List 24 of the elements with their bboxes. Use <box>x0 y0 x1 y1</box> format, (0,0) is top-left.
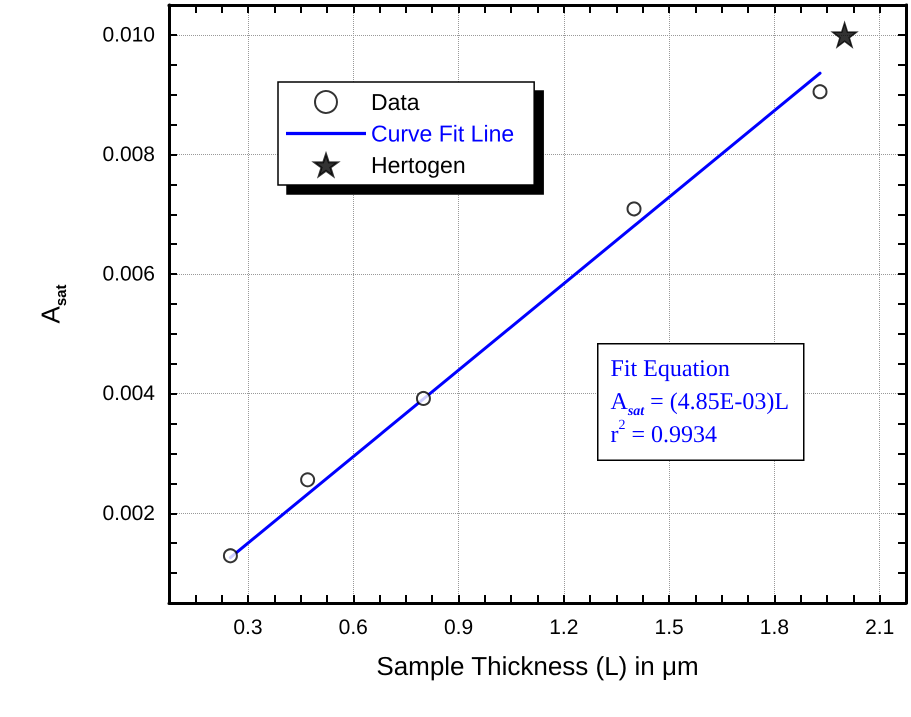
x-tick-label: 0.6 <box>338 616 368 639</box>
point <box>832 22 858 48</box>
legend-label: Hertogen <box>371 152 466 178</box>
legend-label: Curve Fit Line <box>371 120 514 146</box>
x-tick-label: 1.8 <box>760 616 789 639</box>
point <box>626 201 642 216</box>
annotation: Fit Equation <box>610 356 730 382</box>
point <box>812 84 828 100</box>
legend-label: Data <box>371 89 420 115</box>
point <box>222 548 238 564</box>
x-tick-label: 0.3 <box>233 616 263 639</box>
y-tick-label: 0.006 <box>102 262 155 286</box>
x-tick-label: 2.1 <box>865 616 894 639</box>
x-tick-label: 1.5 <box>654 616 684 639</box>
x-axis-title: Sample Thickness (L) in μm <box>376 651 699 681</box>
y-tick-label: 0.004 <box>102 382 156 406</box>
x-tick-label: 0.9 <box>444 616 474 639</box>
point <box>416 390 431 406</box>
x-tick-label: 1.2 <box>549 616 578 639</box>
y-tick-label: 0.010 <box>102 23 155 46</box>
y-tick-label: 0.002 <box>102 502 155 525</box>
y-tick-label: 0.008 <box>102 143 155 166</box>
point <box>300 472 316 488</box>
y-axis-title: Asat <box>36 284 70 324</box>
